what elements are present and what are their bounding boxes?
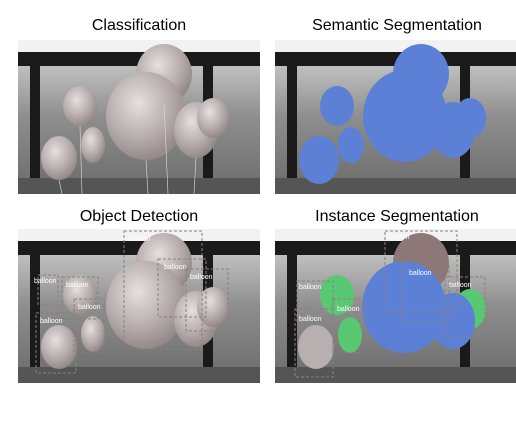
object-detection-image: balloonballoonballoonballoonballoonballo…	[18, 229, 260, 383]
detection-label: balloon	[66, 282, 89, 289]
instance-label: balloon	[337, 306, 360, 313]
semantic-segmentation-title: Semantic Segmentation	[312, 17, 482, 34]
bounding-box	[123, 230, 203, 350]
detection-label: balloon	[34, 278, 57, 285]
bounding-box	[37, 274, 59, 306]
instance-mask	[431, 293, 475, 349]
instance-label: balloon	[387, 234, 410, 241]
object-detection-title: Object Detection	[79, 208, 199, 225]
semantic-segmentation-image	[275, 40, 516, 194]
detection-label: balloon	[190, 274, 213, 281]
detection-label: balloon	[40, 318, 63, 325]
bounding-box	[157, 258, 207, 318]
detection-label: balloon	[78, 304, 101, 311]
bounding-box	[444, 276, 486, 338]
instance-segmentation-title: Instance Segmentation	[315, 208, 479, 225]
detection-label: balloon	[164, 264, 187, 271]
instance-label: balloon	[409, 270, 432, 277]
balloons	[41, 233, 229, 369]
classification-image	[18, 40, 260, 194]
bounding-box	[61, 276, 99, 320]
segmentation-mask	[299, 44, 486, 184]
instance-segmentation-image: balloon balloon balloon balloon balloon ballo…	[275, 229, 516, 383]
instance-label: balloon	[449, 282, 472, 289]
instance-label: balloon	[299, 284, 322, 291]
instance-mask	[362, 261, 446, 353]
balloons	[41, 44, 229, 194]
instance-mask	[338, 317, 362, 353]
instance-label: balloon	[299, 316, 322, 323]
bounding-box	[35, 312, 77, 374]
instance-mask	[320, 275, 354, 315]
bounding-box	[185, 268, 229, 332]
instance-mask	[298, 325, 334, 369]
bounding-box	[384, 230, 458, 312]
classification-title: Classification	[91, 17, 187, 34]
bounding-box	[73, 298, 105, 354]
bounding-box	[296, 280, 334, 324]
bounding-box	[400, 262, 450, 322]
instance-bounding-boxes: balloon balloon balloon balloon balloon ballo…	[294, 230, 486, 378]
bounding-boxes: balloonballoonballoonballoonballoonballo…	[34, 230, 229, 374]
detection-label: balloon	[128, 236, 151, 243]
bounding-box	[332, 298, 366, 354]
